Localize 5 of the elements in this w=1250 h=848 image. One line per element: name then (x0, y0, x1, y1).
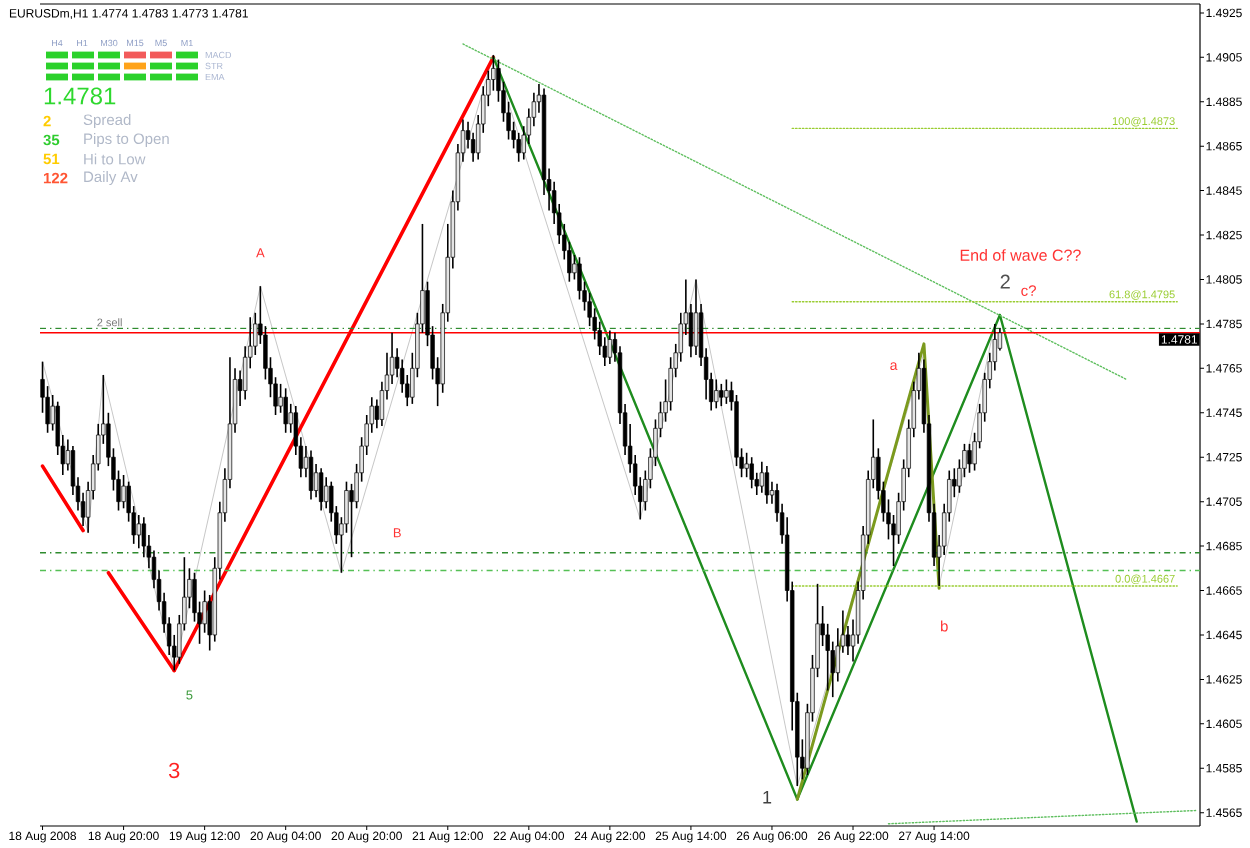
annotation: 2 (1000, 274, 1010, 289)
annotation: End of wave C?? (960, 249, 1081, 261)
annotation: 3 (168, 762, 180, 779)
annotation: 1.4781 (44, 87, 116, 105)
annotation: 1 (763, 791, 772, 804)
